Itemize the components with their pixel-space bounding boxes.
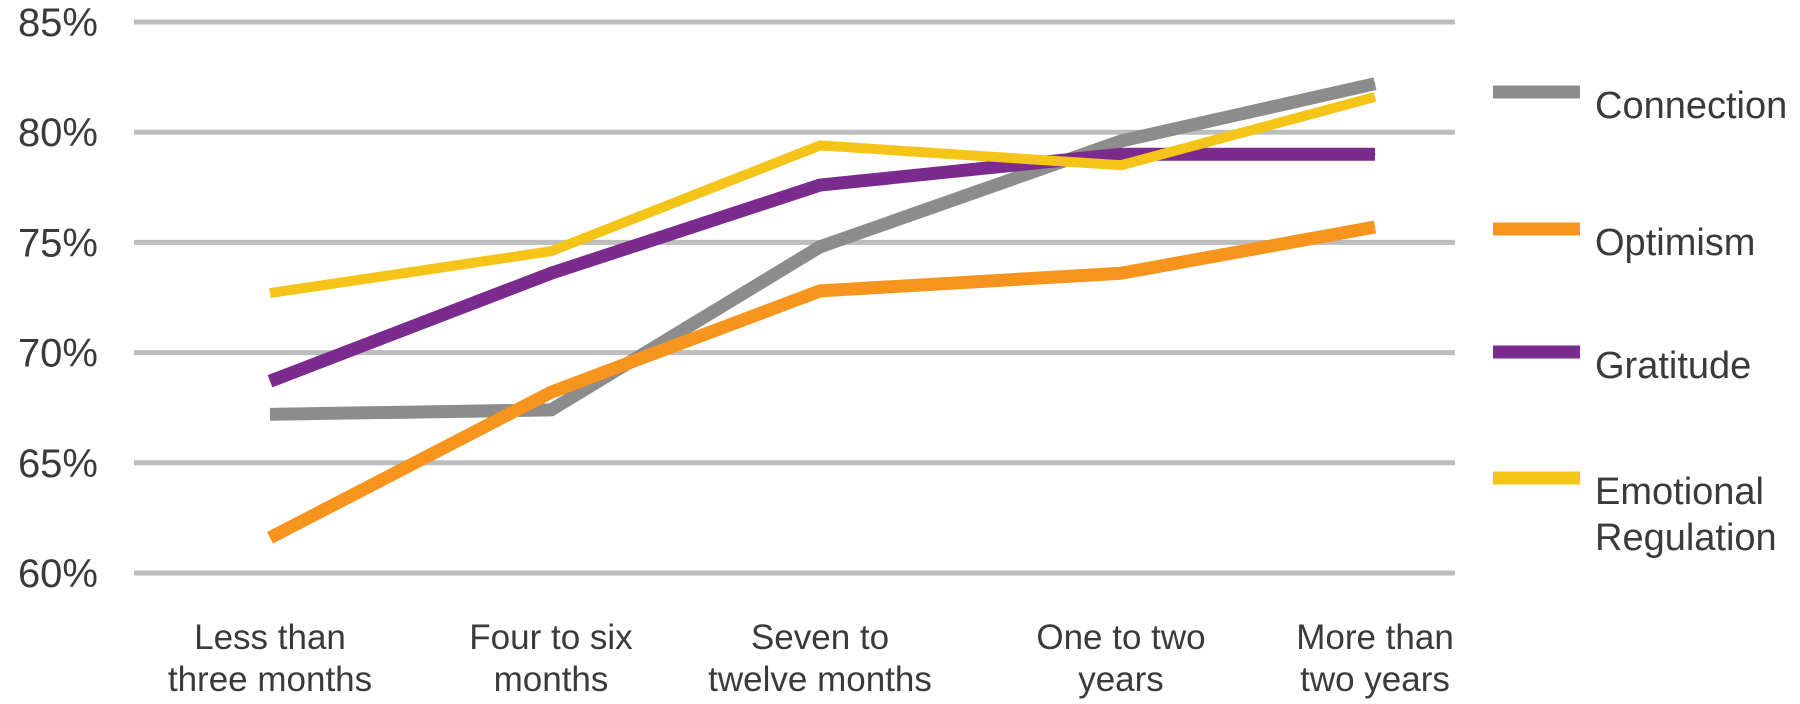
data-point — [1120, 164, 1122, 166]
y-tick-label: 80% — [18, 111, 98, 155]
x-tick-label-line: months — [494, 660, 609, 699]
x-axis-ticks: Less than three months Four to six months Se… — [168, 618, 1454, 699]
legend-label: Connection — [1595, 85, 1787, 127]
y-tick-label: 85% — [18, 1, 98, 45]
data-point — [269, 413, 271, 415]
x-tick-label-line: twelve months — [708, 660, 932, 699]
legend-label: Emotional Regulation — [1595, 471, 1777, 559]
y-tick-label: 60% — [18, 552, 98, 596]
legend-label-line: Optimism — [1595, 222, 1755, 264]
series-line-1 — [267, 220, 1377, 544]
data-point — [1120, 272, 1122, 274]
x-tick-label-line: Seven to — [751, 618, 889, 657]
data-point — [819, 246, 821, 248]
data-point — [819, 290, 821, 292]
series-lines — [267, 77, 1377, 544]
data-point — [1374, 226, 1376, 228]
data-point — [819, 144, 821, 146]
x-tick-label: Four to six months — [469, 618, 633, 699]
y-tick-label: 70% — [18, 332, 98, 376]
data-point — [1374, 83, 1376, 85]
data-point — [1374, 96, 1376, 98]
legend-label: Gratitude — [1595, 345, 1751, 387]
x-tick-label: Seven to twelve months — [708, 618, 932, 699]
x-tick-label: More than two years — [1296, 618, 1454, 699]
data-point — [269, 537, 271, 539]
x-tick-label-line: three months — [168, 660, 372, 699]
y-axis-ticks: 60% 65% 70% 75% 80% 85% — [18, 1, 98, 596]
x-tick-label: One to two years — [1036, 618, 1205, 699]
legend-label-line: Gratitude — [1595, 345, 1751, 387]
x-tick-label-line: One to two — [1036, 618, 1205, 657]
data-point — [819, 184, 821, 186]
data-point — [550, 391, 552, 393]
x-tick-label-line: Four to six — [469, 618, 633, 657]
data-point — [1374, 153, 1376, 155]
data-point — [1120, 140, 1122, 142]
x-tick-label-line: two years — [1300, 660, 1450, 699]
legend-label-line: Regulation — [1595, 517, 1777, 559]
data-point — [269, 292, 271, 294]
data-point — [1120, 153, 1122, 155]
x-tick-label-line: More than — [1296, 618, 1454, 657]
legend-label-line: Connection — [1595, 85, 1787, 127]
y-tick-label: 65% — [18, 442, 98, 486]
data-point — [550, 272, 552, 274]
legend: Connection Optimism Gratitude Emotional Regu… — [1493, 85, 1787, 559]
data-point — [550, 250, 552, 252]
y-tick-label: 75% — [18, 221, 98, 265]
x-tick-label: Less than three months — [168, 618, 372, 699]
data-point — [550, 409, 552, 411]
x-tick-label-line: years — [1078, 660, 1164, 699]
x-tick-label-line: Less than — [194, 618, 346, 657]
data-point — [269, 380, 271, 382]
legend-label-line: Emotional — [1595, 471, 1764, 513]
legend-label: Optimism — [1595, 222, 1755, 264]
